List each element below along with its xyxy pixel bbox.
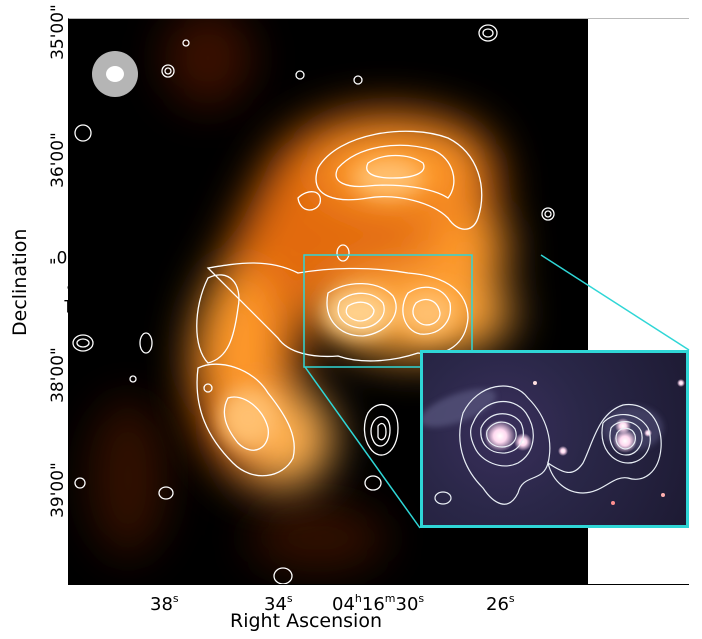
- beam-ellipse-icon: [92, 51, 138, 97]
- xtick-label: 34s: [264, 592, 293, 615]
- xtick-label: 38s: [150, 592, 179, 615]
- inset-contours: [434, 385, 662, 505]
- optical-inset: [420, 350, 689, 528]
- ytick-label: 36'00": [47, 132, 68, 188]
- optical-image: [423, 379, 685, 505]
- bright-knots: [218, 158, 456, 448]
- ytick-label: 38'00": [47, 347, 68, 403]
- xtick-label: 04h16m30s: [332, 592, 425, 615]
- x-axis-label: Right Ascension: [230, 610, 382, 632]
- diffuse-halo: [88, 18, 388, 573]
- ytick-label: 39'00": [47, 462, 68, 518]
- y-axis-label: Declination: [9, 228, 31, 336]
- ytick-label: 35'00": [47, 4, 68, 60]
- ytick-label: -11o37'00": [48, 246, 105, 315]
- xtick-label: 26s: [486, 592, 515, 615]
